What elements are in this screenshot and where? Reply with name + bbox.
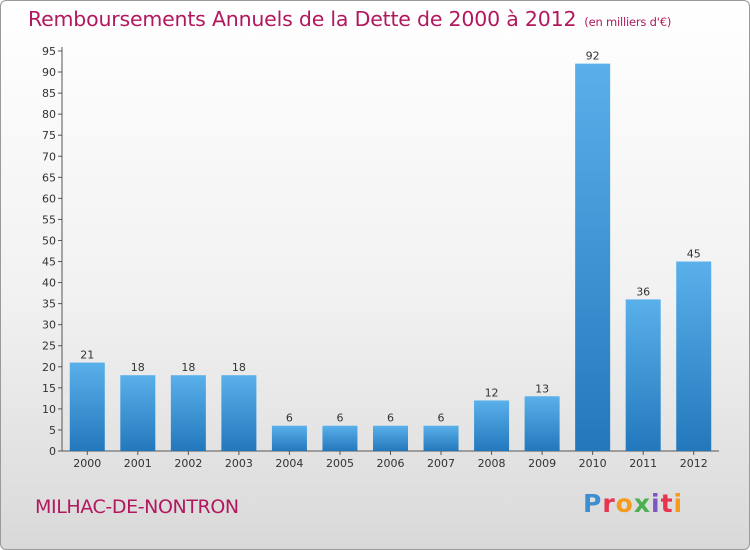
y-tick-label: 90 (42, 66, 56, 79)
logo-letter: i (651, 489, 661, 518)
bar-2001 (120, 375, 156, 451)
x-tick-label-2005: 2005 (326, 457, 354, 470)
x-tick-label-2004: 2004 (275, 457, 303, 470)
chart-value-labels: 21 18 18 18 6 6 6 6 12 13 92 36 45 (80, 50, 700, 425)
bar-2010 (575, 63, 611, 451)
proxiti-logo: Proxiti (583, 489, 683, 518)
bar-2008 (474, 400, 510, 451)
y-tick-label: 25 (42, 340, 56, 353)
logo-letter: o (615, 489, 634, 518)
y-tick-label: 15 (42, 382, 56, 395)
value-label-2003: 18 (232, 361, 246, 374)
y-tick-label: 55 (42, 213, 56, 226)
value-label-2010: 92 (586, 50, 600, 63)
value-label-2011: 36 (636, 285, 650, 298)
y-tick-label: 80 (42, 108, 56, 121)
logo-letter: P (583, 489, 603, 518)
logo-letter: x (633, 489, 651, 518)
chart-bars (69, 63, 712, 451)
value-label-2005: 6 (336, 412, 343, 425)
x-tick-label-2003: 2003 (225, 457, 253, 470)
y-tick-label: 5 (49, 424, 56, 437)
chart-axes: 0 5 10 15 20 25 30 35 40 45 50 55 60 65 70 75 80 85 90 95 (42, 45, 719, 458)
x-tick-label-2000: 2000 (73, 457, 101, 470)
chart-title-unit: (en milliers d'€) (584, 15, 672, 29)
bar-2009 (524, 396, 560, 451)
y-tick-label: 65 (42, 171, 56, 184)
bar-2002 (170, 375, 206, 451)
y-tick-label: 30 (42, 319, 56, 332)
value-label-2008: 12 (485, 386, 499, 399)
y-tick-label: 95 (42, 45, 56, 58)
x-tick-label-2010: 2010 (579, 457, 607, 470)
y-tick-label: 35 (42, 298, 56, 311)
logo-letter: t (660, 489, 674, 518)
commune-name: MILHAC-DE-NONTRON (35, 496, 239, 518)
y-tick-label: 40 (42, 277, 56, 290)
bar-2006 (373, 425, 408, 451)
bar-2005 (322, 425, 358, 451)
x-tick-label-2009: 2009 (528, 457, 556, 470)
bar-2007 (423, 425, 459, 451)
x-tick-label-2001: 2001 (124, 457, 152, 470)
bar-2003 (221, 375, 257, 451)
y-tick-label: 60 (42, 192, 56, 205)
logo-letter: i (673, 489, 684, 518)
value-label-2012: 45 (687, 248, 701, 261)
bar-2012 (676, 261, 712, 451)
x-tick-label-2012: 2012 (680, 457, 708, 470)
bar-2011 (625, 299, 661, 451)
y-tick-label: 85 (42, 87, 56, 100)
chart-title-text: Remboursements Annuels de la Dette de 20… (28, 7, 577, 31)
bar-2000 (69, 362, 105, 451)
y-tick-label: 45 (42, 256, 56, 269)
y-tick-label: 0 (49, 445, 56, 458)
value-label-2007: 6 (438, 412, 445, 425)
y-tick-label: 50 (42, 234, 56, 247)
value-label-2001: 18 (131, 361, 145, 374)
value-label-2004: 6 (286, 412, 293, 425)
y-tick-label: 10 (42, 403, 56, 416)
value-label-2000: 21 (80, 349, 94, 362)
x-tick-label-2008: 2008 (478, 457, 506, 470)
value-label-2002: 18 (181, 361, 195, 374)
y-tick-label: 70 (42, 150, 56, 163)
logo-letter: r (602, 489, 616, 518)
value-label-2009: 13 (535, 382, 549, 395)
chart-title: Remboursements Annuels de la Dette de 20… (28, 7, 671, 31)
y-tick-label: 20 (42, 361, 56, 374)
x-tick-label-2007: 2007 (427, 457, 455, 470)
x-tick-label-2006: 2006 (377, 457, 405, 470)
bar-2004 (271, 425, 307, 451)
x-tick-label-2011: 2011 (629, 457, 657, 470)
chart-x-labels: 2000 2001 2002 2003 2004 2005 2006 2007 2008 2009… (73, 451, 708, 470)
y-tick-label: 75 (42, 129, 56, 142)
value-label-2006: 6 (387, 412, 394, 425)
x-tick-label-2002: 2002 (174, 457, 202, 470)
